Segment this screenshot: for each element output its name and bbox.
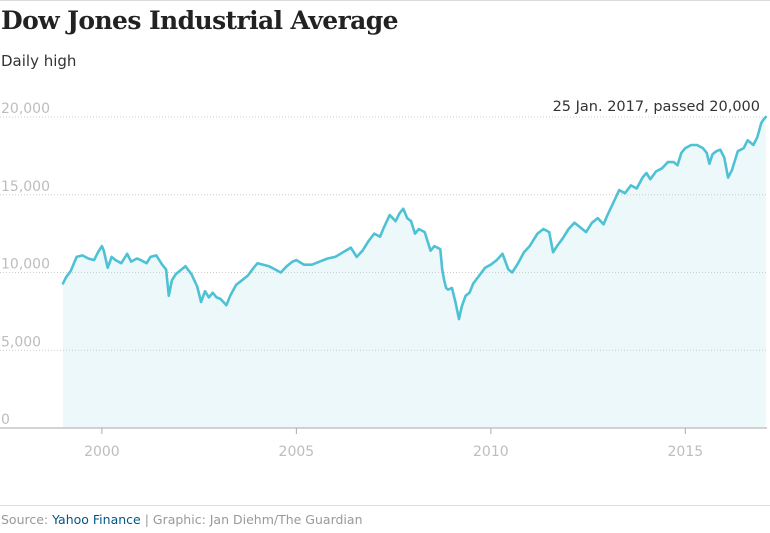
y-tick-label: 5,000 bbox=[1, 334, 41, 350]
chart-title: Dow Jones Industrial Average bbox=[1, 6, 399, 35]
y-tick-label: 20,000 bbox=[1, 101, 50, 117]
y-tick-label: 15,000 bbox=[1, 179, 50, 195]
x-tick-label: 2005 bbox=[279, 444, 315, 460]
x-tick-label: 2000 bbox=[84, 444, 120, 460]
footer: Source: Yahoo Finance | Graphic: Jan Die… bbox=[1, 512, 363, 527]
x-axis: 2000 2005 2010 2015 bbox=[84, 428, 703, 460]
graphic-credit: | Graphic: Jan Diehm/The Guardian bbox=[140, 512, 363, 527]
footer-rule bbox=[0, 505, 770, 506]
y-tick-label: 10,000 bbox=[1, 257, 50, 273]
chart-subtitle: Daily high bbox=[1, 52, 77, 70]
y-tick-label: 0 bbox=[1, 412, 10, 428]
source-link[interactable]: Yahoo Finance bbox=[52, 512, 141, 527]
source-prefix: Source: bbox=[1, 512, 53, 527]
y-axis: 0 5,000 10,000 15,000 20,000 bbox=[1, 101, 50, 428]
chart: 0 5,000 10,000 15,000 20,000 2000 2005 2010 201… bbox=[0, 99, 768, 460]
annotation-label: 25 Jan. 2017, passed 20,000 bbox=[553, 99, 760, 115]
annotation-layer: 25 Jan. 2017, passed 20,000 bbox=[553, 99, 760, 115]
x-tick-label: 2015 bbox=[668, 444, 704, 460]
top-rule bbox=[0, 0, 770, 1]
gridlines bbox=[0, 116, 767, 429]
series-line bbox=[61, 115, 768, 321]
series-layer bbox=[61, 115, 768, 321]
x-tick-label: 2010 bbox=[473, 444, 509, 460]
